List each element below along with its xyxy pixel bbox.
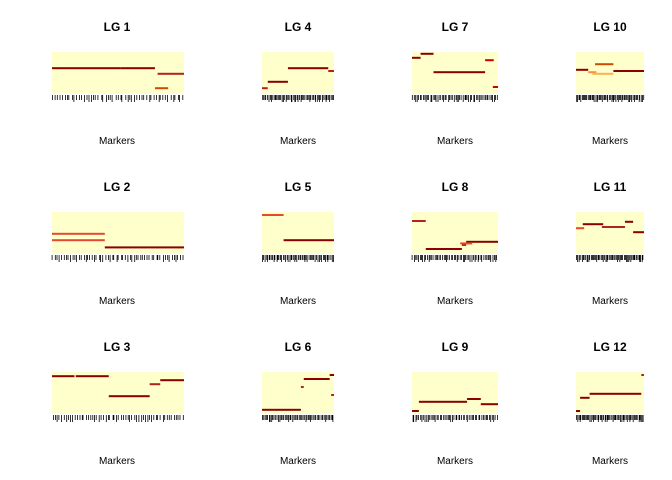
heatmap-cell	[104, 246, 184, 249]
x-axis-label: Markers	[99, 296, 135, 307]
heatmap-cell	[576, 410, 581, 412]
heatmap-cell	[149, 383, 161, 386]
heatmap-cell	[329, 374, 334, 376]
heatmap-cell	[52, 239, 105, 242]
x-axis-label: Markers	[99, 456, 135, 467]
heatmap-cell	[283, 239, 334, 242]
panel-title: LG 3	[104, 340, 131, 354]
panel-lg-4: LG 4 Markers	[262, 20, 334, 147]
panel-title: LG 7	[442, 20, 469, 34]
heatmap-cell	[466, 240, 498, 243]
heatmap-cell	[420, 52, 434, 55]
panel-title: LG 6	[285, 340, 312, 354]
panel-title: LG 5	[285, 180, 312, 194]
heatmap-cell	[262, 87, 268, 90]
x-axis-label: Markers	[592, 296, 628, 307]
heatmap-cell	[262, 408, 301, 411]
heatmap-cell	[641, 374, 644, 376]
panel-lg-12: LG 12 Markers	[576, 340, 644, 467]
panel-title: LG 1	[104, 20, 131, 34]
heatmap-cell	[485, 59, 494, 62]
heatmap-cell	[418, 400, 468, 403]
heatmap-cell	[120, 67, 155, 70]
heatmap-cell	[331, 394, 334, 396]
heatmap-cell	[157, 72, 184, 75]
heatmap-cell	[433, 71, 486, 74]
panel-lg-11: LG 11 Markers	[576, 180, 644, 307]
x-axis-label: Markers	[437, 456, 473, 467]
panel-lg-1: LG 1 Markers	[52, 20, 184, 147]
panel-lg-2: LG 2 Markers	[51, 180, 184, 307]
panel-title: LG 2	[104, 180, 131, 194]
panel-title: LG 8	[442, 180, 469, 194]
x-axis-label: Markers	[280, 296, 316, 307]
heatmap-cell	[75, 375, 109, 378]
panel-lg-9: LG 9 Markers	[412, 340, 499, 467]
heatmap-cell	[582, 223, 604, 226]
panel-title: LG 12	[593, 340, 627, 354]
panel-lg-7: LG 7 Markers	[411, 20, 498, 147]
heatmap-cell	[480, 403, 498, 406]
heatmap-background	[412, 372, 498, 414]
heatmap-cell	[328, 70, 334, 72]
heatmap-cell	[52, 67, 121, 70]
heatmap-cell	[595, 63, 614, 66]
heatmap-cell	[300, 386, 304, 388]
heatmap-cell	[154, 87, 169, 90]
heatmap-cell	[262, 214, 284, 216]
panel-lg-3: LG 3 Markers	[52, 340, 184, 467]
heatmap-cell	[267, 80, 288, 83]
panel-title: LG 11	[594, 180, 627, 194]
panel-lg-10: LG 10 Markers	[576, 20, 645, 147]
x-axis-label: Markers	[592, 136, 628, 147]
panel-title: LG 10	[593, 20, 627, 34]
panel-lg-8: LG 8 Markers	[411, 180, 498, 307]
heatmap-background	[262, 52, 334, 94]
heatmap-background	[576, 212, 644, 254]
panel-lg-6: LG 6 Markers	[261, 340, 334, 467]
x-axis-label: Markers	[280, 136, 316, 147]
heatmap-cell	[492, 86, 498, 88]
panel-title: LG 4	[285, 20, 312, 34]
heatmap-background	[262, 212, 334, 254]
heatmap-cell	[576, 227, 585, 230]
heatmap-cell	[467, 398, 481, 400]
heatmap-cell	[160, 379, 184, 382]
heatmap-cell	[412, 410, 419, 412]
heatmap-cell	[425, 248, 462, 250]
heatmap-cell	[624, 220, 634, 223]
heatmap-cell	[108, 395, 150, 398]
heatmap-cell	[287, 67, 329, 70]
heatmap-cell	[576, 68, 589, 71]
heatmap-background	[412, 212, 498, 254]
heatmap-cell	[52, 375, 75, 378]
x-axis-label: Markers	[437, 136, 473, 147]
heatmap-background	[52, 372, 184, 414]
heatmap-cell	[633, 231, 644, 234]
heatmap-cell	[412, 220, 426, 222]
heatmap-cell	[460, 242, 473, 245]
heatmap-cell	[613, 70, 644, 72]
heatmap-cell	[589, 392, 642, 395]
heatmap-cell	[412, 56, 421, 59]
x-axis-label: Markers	[99, 136, 135, 147]
heatmap-cell	[588, 71, 597, 74]
x-axis-label: Markers	[437, 296, 473, 307]
x-axis-label: Markers	[592, 456, 628, 467]
heatmap-cell	[461, 244, 467, 246]
panel-lg-5: LG 5 Markers	[262, 180, 335, 307]
heatmap-cell	[592, 72, 614, 75]
heatmap-cell	[601, 226, 625, 228]
heatmap-cell	[52, 232, 105, 235]
heatmap-cell	[580, 396, 590, 399]
heatmap-cell	[303, 378, 330, 380]
panel-title: LG 9	[442, 340, 469, 354]
x-axis-label: Markers	[280, 456, 316, 467]
